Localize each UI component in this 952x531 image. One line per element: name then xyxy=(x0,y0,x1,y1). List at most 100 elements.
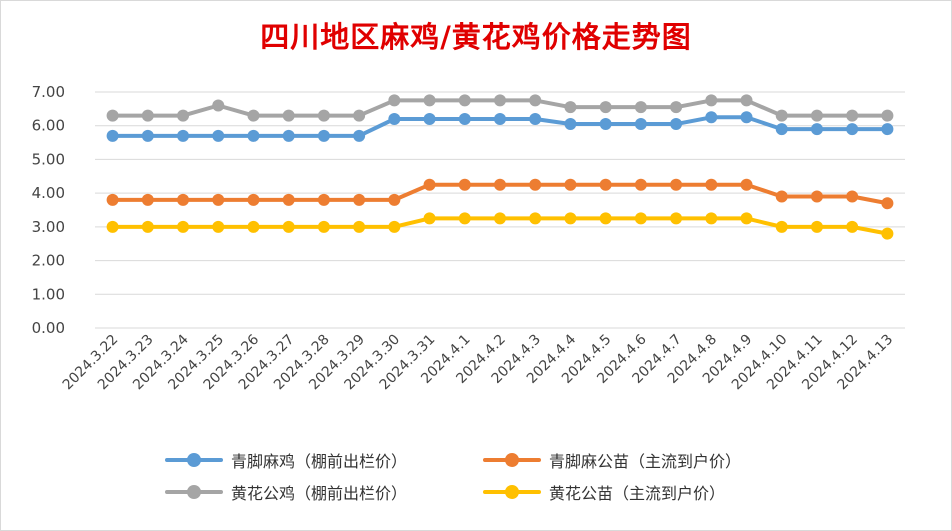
data-point xyxy=(106,220,119,233)
data-point xyxy=(353,193,366,206)
data-point xyxy=(423,178,436,191)
data-point xyxy=(846,190,859,203)
legend-label: 黄花公苗（主流到户价） xyxy=(549,484,726,503)
data-point xyxy=(705,212,718,225)
data-point xyxy=(634,101,647,114)
data-point xyxy=(670,118,683,131)
legend-item-series-4: 黄花公苗（主流到户价） xyxy=(483,478,725,506)
data-point xyxy=(141,220,154,233)
data-point xyxy=(775,220,788,233)
data-point xyxy=(670,101,683,114)
data-point xyxy=(177,129,190,142)
data-point xyxy=(247,193,260,206)
legend-item-series-3: 黄花公鸡（棚前出栏价） xyxy=(165,478,407,506)
data-point xyxy=(353,220,366,233)
data-point xyxy=(282,220,295,233)
data-point xyxy=(388,193,401,206)
legend-swatch xyxy=(483,446,541,474)
data-point xyxy=(388,220,401,233)
data-point xyxy=(106,129,119,142)
y-tick-label: 7.00 xyxy=(32,83,65,101)
data-point xyxy=(881,123,894,136)
data-point xyxy=(740,111,753,124)
data-point xyxy=(564,212,577,225)
legend-label: 青脚麻鸡（棚前出栏价） xyxy=(231,452,408,471)
data-point xyxy=(423,212,436,225)
data-point xyxy=(740,212,753,225)
data-point xyxy=(705,94,718,107)
data-point xyxy=(388,112,401,125)
data-point xyxy=(212,99,225,112)
data-point xyxy=(775,190,788,203)
data-point xyxy=(247,220,260,233)
data-point xyxy=(177,109,190,122)
data-point xyxy=(881,197,894,210)
data-point xyxy=(564,118,577,131)
data-point xyxy=(494,112,506,125)
data-point xyxy=(317,129,330,142)
data-point xyxy=(634,118,647,131)
data-point xyxy=(810,109,823,122)
data-point xyxy=(353,129,366,142)
data-point xyxy=(141,193,154,206)
y-tick-label: 4.00 xyxy=(32,184,65,202)
data-point xyxy=(212,193,225,206)
data-point xyxy=(494,212,506,225)
data-point xyxy=(247,129,260,142)
data-point xyxy=(634,212,647,225)
data-point xyxy=(106,109,119,122)
data-point xyxy=(282,109,295,122)
data-point xyxy=(458,178,471,191)
data-point xyxy=(423,94,436,107)
data-point xyxy=(599,212,612,225)
data-point xyxy=(599,101,612,114)
data-point xyxy=(740,94,753,107)
data-point xyxy=(282,193,295,206)
data-point xyxy=(775,109,788,122)
data-point xyxy=(705,178,718,191)
data-point xyxy=(247,109,260,122)
data-point xyxy=(177,193,190,206)
y-tick-label: 6.00 xyxy=(32,117,65,135)
data-point xyxy=(670,212,683,225)
data-point xyxy=(317,109,330,122)
data-point xyxy=(529,212,542,225)
y-tick-label: 1.00 xyxy=(32,285,65,303)
legend-item-series-2: 青脚麻公苗（主流到户价） xyxy=(483,446,741,474)
data-point xyxy=(529,178,542,191)
data-point xyxy=(317,193,330,206)
legend-item-series-1: 青脚麻鸡（棚前出栏价） xyxy=(165,446,407,474)
data-point xyxy=(740,178,753,191)
data-point xyxy=(458,94,471,107)
data-point xyxy=(670,178,683,191)
data-point xyxy=(141,109,154,122)
data-point xyxy=(881,109,894,122)
legend-swatch xyxy=(483,478,541,506)
data-point xyxy=(810,220,823,233)
y-tick-label: 0.00 xyxy=(32,319,65,337)
data-point xyxy=(282,129,295,142)
legend-label: 青脚麻公苗（主流到户价） xyxy=(549,452,742,471)
y-tick-label: 5.00 xyxy=(32,150,65,168)
data-point xyxy=(458,212,471,225)
data-point xyxy=(599,178,612,191)
data-point xyxy=(141,129,154,142)
data-point xyxy=(529,112,542,125)
data-point xyxy=(106,193,119,206)
data-point xyxy=(846,220,859,233)
data-point xyxy=(423,112,436,125)
data-point xyxy=(353,109,366,122)
data-point xyxy=(212,220,225,233)
data-point xyxy=(846,109,859,122)
data-point xyxy=(494,178,506,191)
legend-label: 黄花公鸡（棚前出栏价） xyxy=(231,484,408,503)
data-point xyxy=(564,178,577,191)
y-tick-label: 3.00 xyxy=(32,218,65,236)
data-point xyxy=(634,178,647,191)
chart-title: 四川地区麻鸡/黄花鸡价格走势图 xyxy=(260,20,692,54)
data-point xyxy=(317,220,330,233)
data-point xyxy=(810,190,823,203)
data-point xyxy=(212,129,225,142)
